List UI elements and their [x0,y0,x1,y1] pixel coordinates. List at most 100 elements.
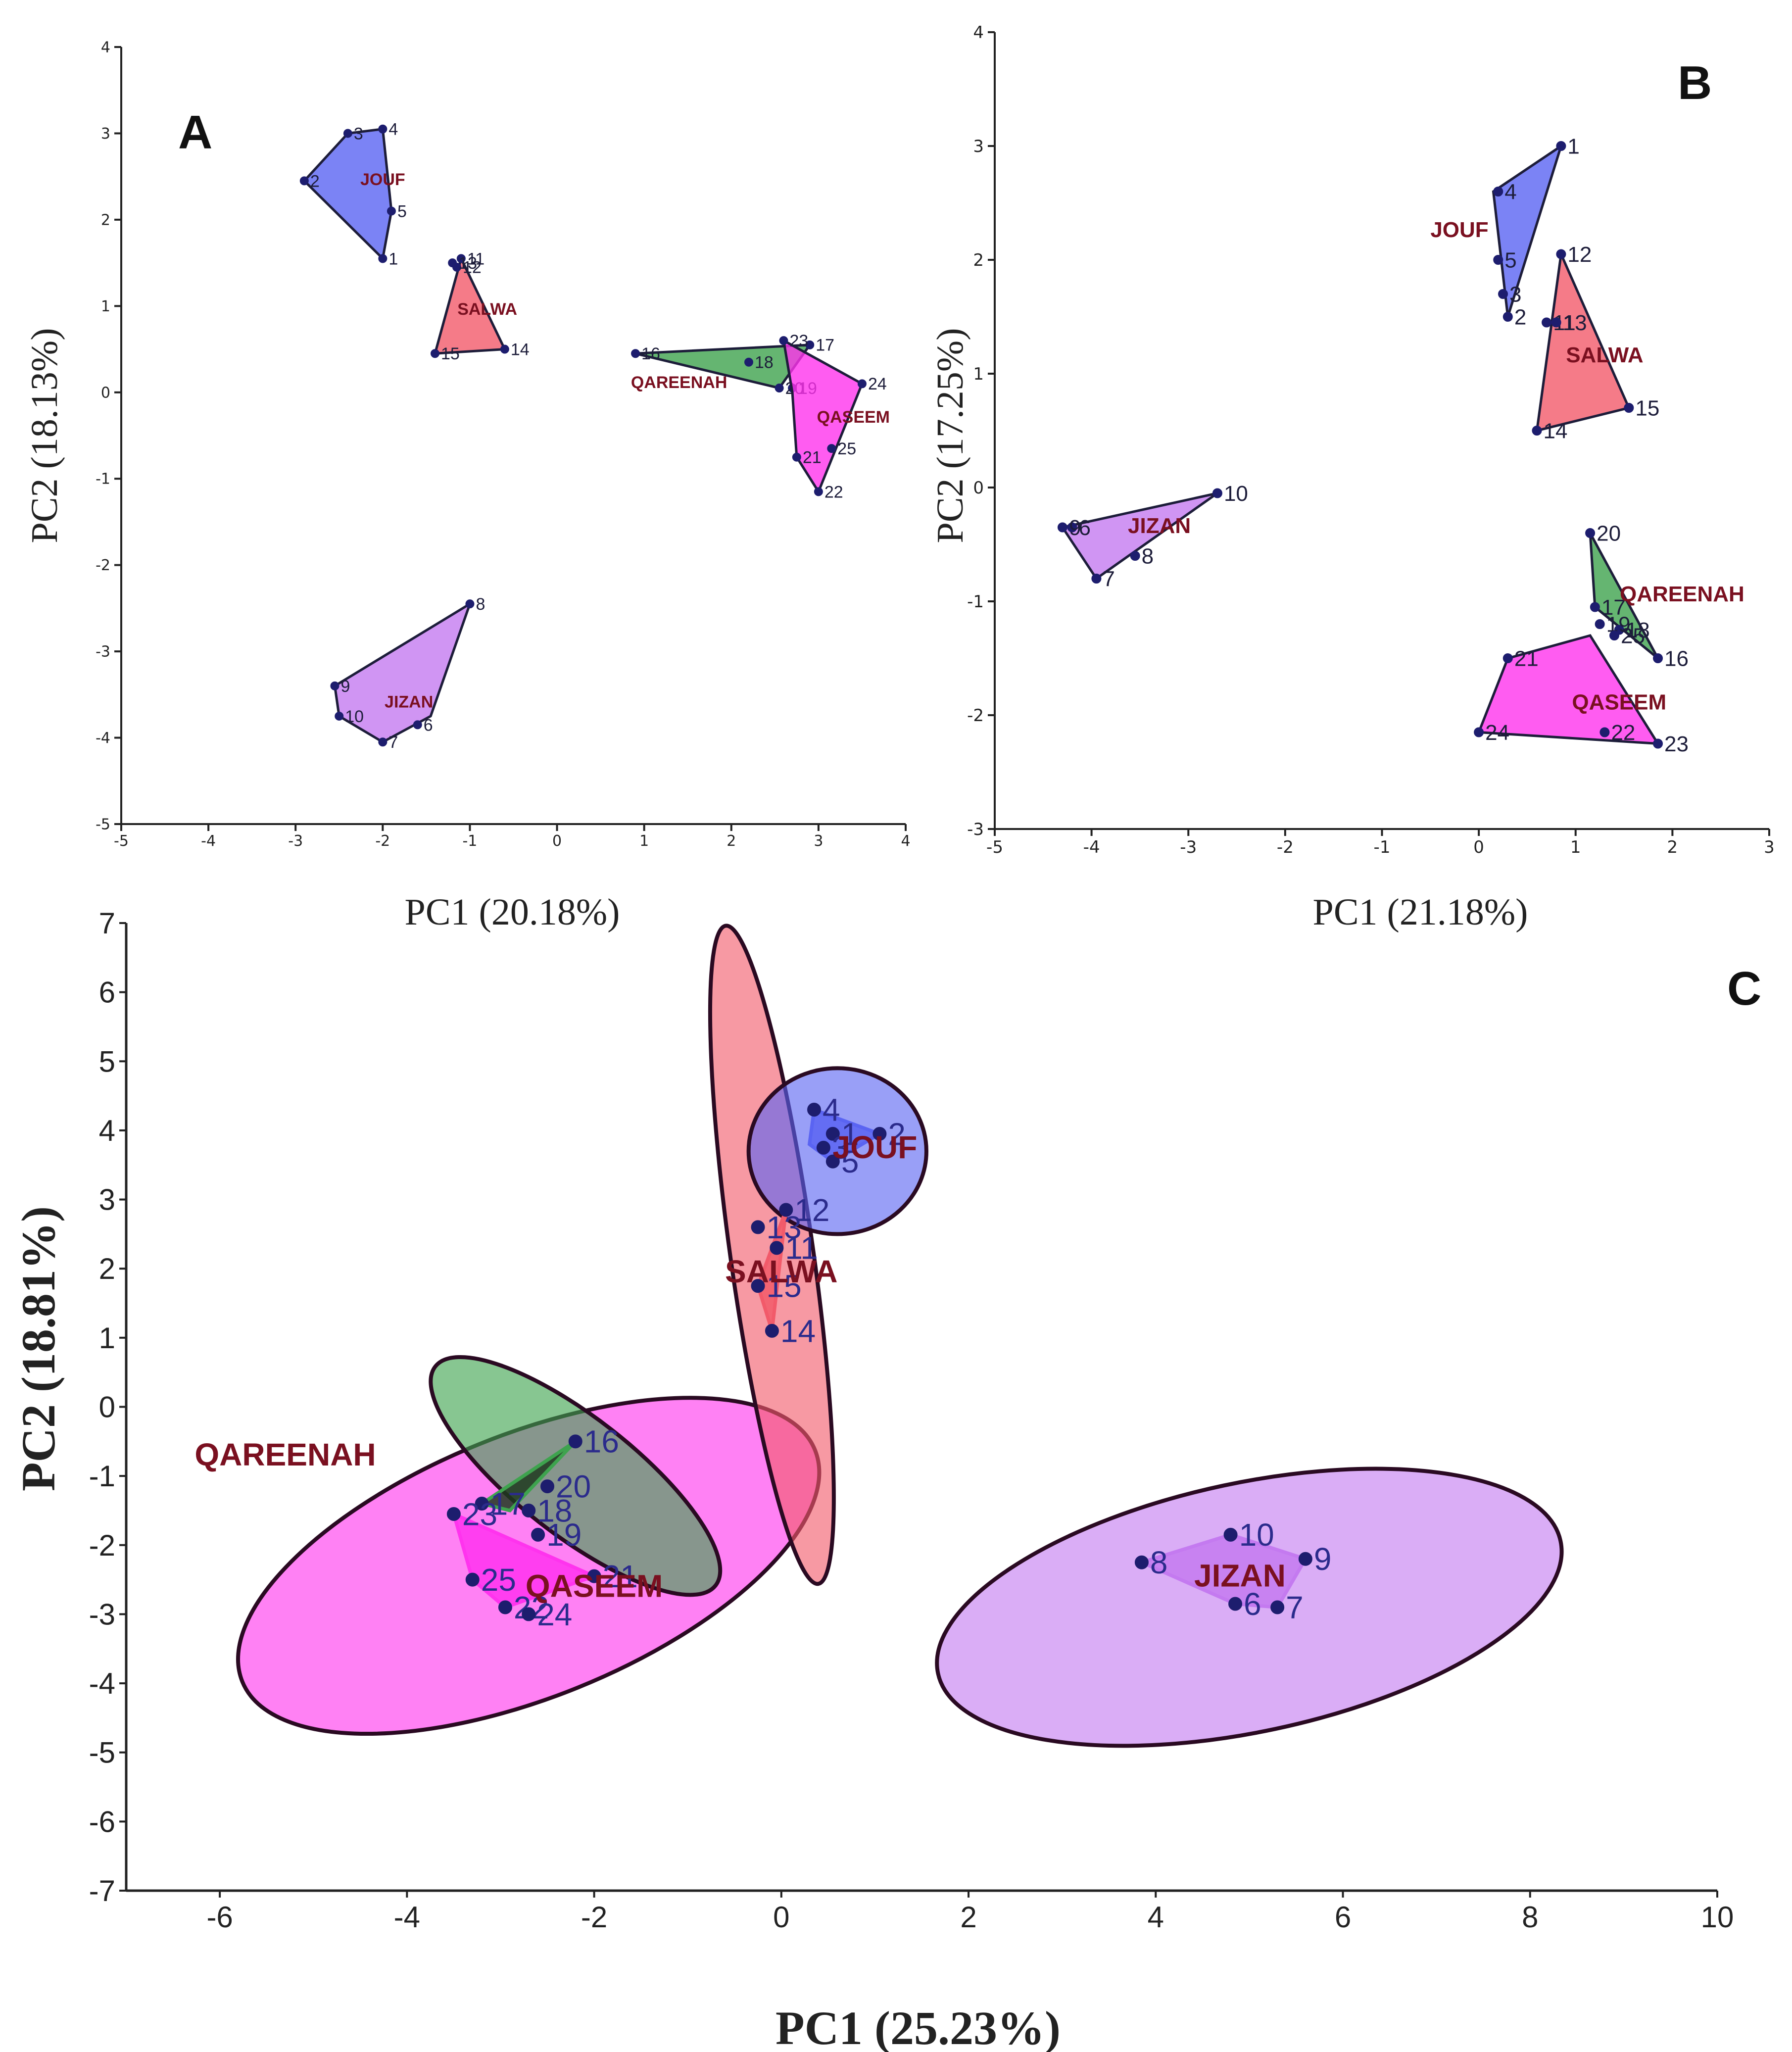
x-tick-label: 2 [1667,837,1678,857]
point-label: 19 [546,1517,581,1553]
point-label: 15 [767,1269,802,1304]
point-label: 21 [603,1559,638,1594]
data-point [1057,522,1067,533]
x-tick-label: 1 [1570,837,1581,857]
data-point [775,384,784,393]
x-tick-label: -2 [581,1901,607,1934]
point-label: 15 [441,344,460,363]
group-label-jizan: JIZAN [1194,1558,1286,1594]
y-tick-label: -5 [96,816,110,833]
hull-jouf [302,127,393,261]
point-label: 22 [824,483,843,501]
point-label: 10 [345,707,364,726]
point-label: 16 [641,344,660,363]
x-tick-label: -2 [1277,837,1294,857]
data-point [387,206,396,216]
point-label: 20 [1597,521,1621,545]
panel-a-xlabel: PC1 (20.18%) [405,891,620,933]
point-label: 5 [397,202,407,221]
y-tick-label: -2 [89,1529,115,1562]
data-point [827,444,836,453]
y-tick-label: -3 [89,1598,115,1631]
point-label: 9 [1314,1541,1332,1577]
group-label-qareenah: QAREENAH [1620,582,1744,606]
data-point [465,599,475,609]
y-tick-label: -2 [96,557,110,574]
group-label-jizan: JIZAN [385,693,433,712]
point-label: 10 [1239,1517,1274,1553]
point-label: 24 [537,1597,572,1632]
data-point [1590,602,1600,612]
data-point [431,349,439,358]
group-label-jouf: JOUF [833,1129,918,1165]
hull-jizan [1060,492,1218,581]
group-label-qareenah: QAREENAH [194,1437,376,1472]
point-label: 23 [462,1496,497,1532]
data-point [568,1434,582,1449]
data-point [378,254,387,263]
point-label: 17 [490,1486,526,1521]
y-tick-label: -3 [96,643,110,661]
data-point [857,379,867,389]
x-tick-label: 3 [1764,837,1775,857]
data-point [751,1220,765,1234]
data-point [1653,738,1663,749]
data-point [770,1241,784,1255]
y-tick-label: -6 [89,1805,115,1838]
data-point [343,129,352,138]
point-label: 23 [1664,732,1689,756]
point-label: 17 [816,336,834,355]
data-point [1502,653,1513,663]
data-point [540,1479,555,1494]
data-point [1493,255,1503,265]
point-label: 14 [780,1313,816,1349]
y-tick-label: -1 [89,1460,115,1493]
y-tick-label: -3 [967,820,984,839]
point-label: 12 [794,1192,829,1228]
point-label: 17 [1601,595,1626,620]
y-tick-label: 0 [101,384,110,401]
x-tick-label: 4 [1148,1901,1164,1934]
data-point [1624,403,1634,413]
ellipse-qareenah [429,1355,723,1597]
point-label: 4 [388,120,398,139]
group-label-salwa: SALWA [457,300,517,319]
data-point [1067,522,1077,533]
panel-c-ylabel: PC2 (18.81%) [12,1206,65,1491]
data-point [448,258,457,268]
data-point [825,1126,840,1141]
data-point [1298,1552,1312,1566]
data-point [498,1600,512,1614]
point-label: 16 [584,1424,619,1460]
ellipse-jizan [935,1466,1564,1748]
point-label: 25 [1621,624,1645,648]
point-label: 11 [467,249,484,268]
x-tick-label: 3 [814,832,823,850]
point-label: 8 [1142,544,1154,568]
data-point [522,1607,536,1621]
y-tick-label: 3 [973,137,984,156]
data-point [825,1154,840,1169]
point-label: 4 [823,1092,840,1127]
data-point [1270,1600,1285,1614]
x-tick-label: -1 [1374,837,1391,857]
hull-jizan [1136,1533,1308,1610]
point-label: 6 [1244,1586,1261,1622]
point-label: 2 [310,172,320,191]
y-tick-label: -4 [96,730,110,747]
data-point [1502,312,1513,322]
y-tick-label: -4 [89,1667,115,1700]
data-point [1474,727,1484,737]
point-label: 9 [340,677,350,696]
data-point [522,1503,536,1517]
point-label: 2 [888,1116,906,1152]
group-label-jizan: JIZAN [1128,514,1191,538]
x-tick-label: 2 [960,1901,976,1934]
group-label-qaseem: QASEEM [1572,690,1666,715]
data-point [378,124,387,134]
